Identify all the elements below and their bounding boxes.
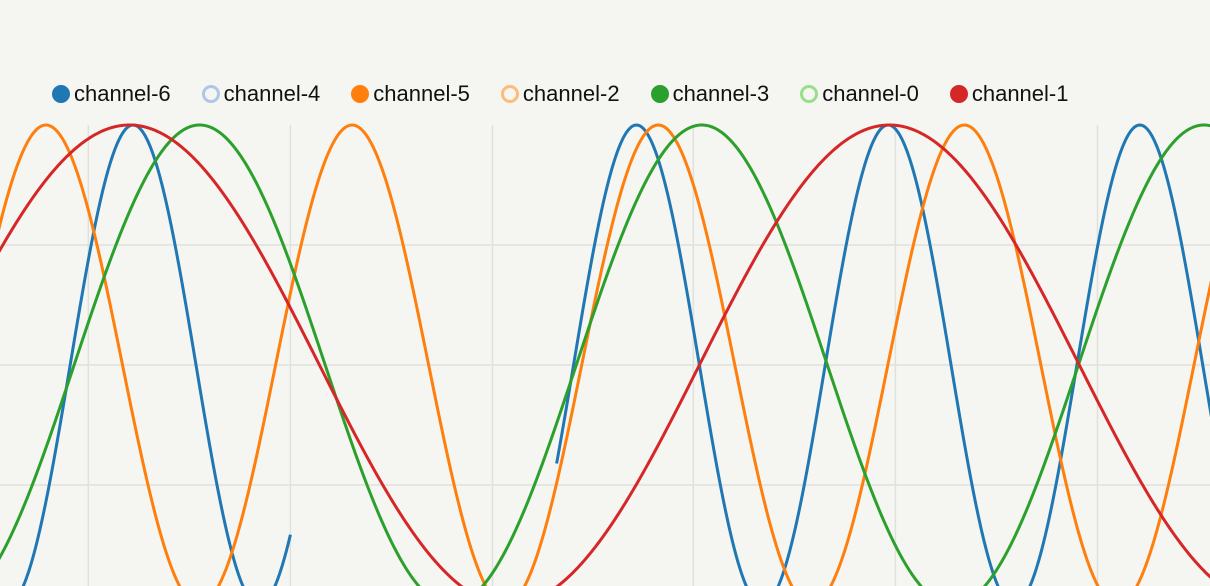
legend-swatch-icon <box>500 85 519 103</box>
legend-swatch-icon <box>351 85 370 103</box>
grid <box>0 125 1210 586</box>
legend-label: channel-5 <box>373 81 470 106</box>
legend-swatch-icon <box>201 85 220 103</box>
legend-label: channel-6 <box>74 81 171 106</box>
legend-label: channel-1 <box>971 81 1069 106</box>
legend-label: channel-4 <box>223 81 321 106</box>
legend-item-channel-3[interactable]: channel-3 <box>650 80 770 108</box>
legend-item-channel-1[interactable]: channel-1 <box>949 80 1069 108</box>
legend-label: channel-2 <box>522 81 620 106</box>
series-line-channel-6-part-1 <box>555 123 1210 586</box>
series-line-channel-6-part-0 <box>21 123 292 586</box>
series-lines <box>0 123 1210 586</box>
legend-item-channel-2[interactable]: channel-2 <box>500 80 620 108</box>
legend-item-channel-6[interactable]: channel-6 <box>52 80 171 108</box>
legend-item-channel-0[interactable]: channel-0 <box>800 80 919 108</box>
legend-label: channel-0 <box>822 81 919 106</box>
legend-swatch-icon <box>52 85 70 103</box>
legend: channel-6 channel-4 channel-5 channel-2 chan… <box>52 80 1068 108</box>
series-line-channel-3 <box>0 123 1210 586</box>
legend-item-channel-5[interactable]: channel-5 <box>351 80 470 108</box>
series-line-channel-1 <box>0 123 1210 586</box>
legend-swatch-icon <box>949 85 968 103</box>
legend-label: channel-3 <box>672 81 770 106</box>
legend-swatch-icon <box>800 85 819 103</box>
legend-swatch-icon <box>650 85 669 103</box>
legend-item-channel-4[interactable]: channel-4 <box>201 80 321 108</box>
